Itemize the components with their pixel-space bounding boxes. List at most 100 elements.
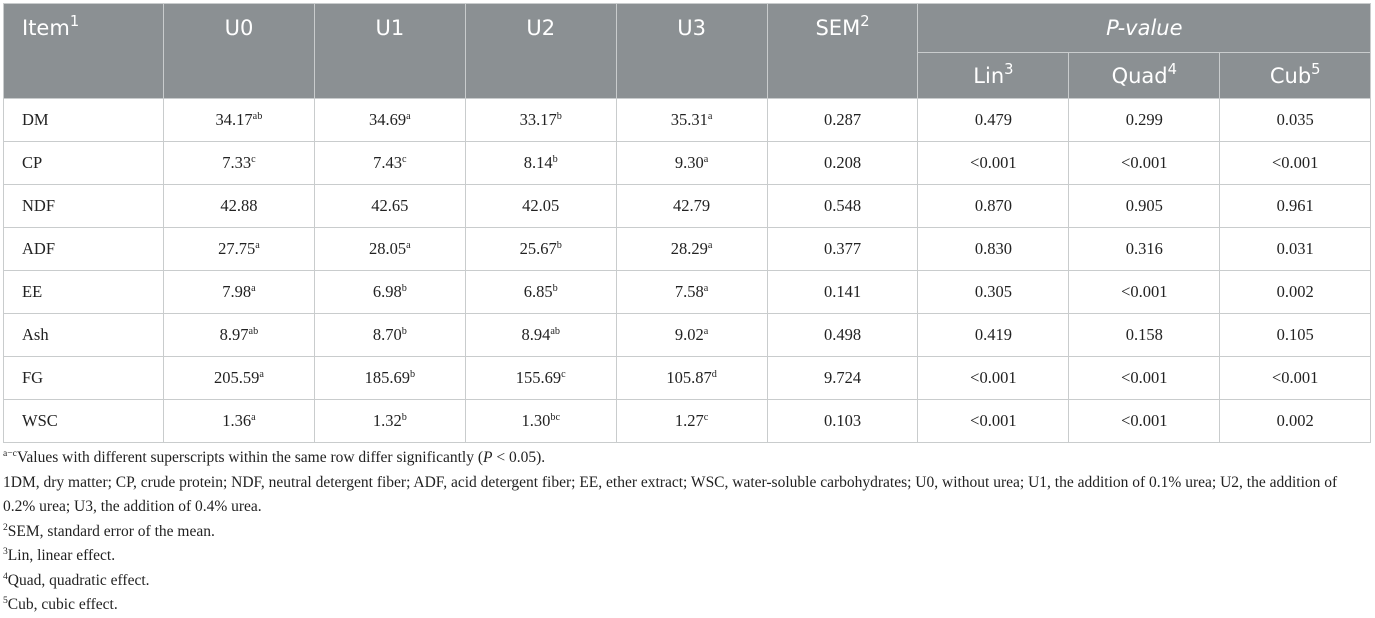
superscript: b: [556, 110, 562, 122]
header-cell: U1: [313, 3, 466, 99]
cell-text: 0.419: [974, 325, 1012, 344]
cell-text: 0.316: [1125, 239, 1163, 258]
superscript: b: [401, 325, 407, 337]
cell-text: 0.377: [823, 239, 862, 258]
table-cell: 0.002: [1219, 270, 1372, 314]
header-cell: SEM2: [766, 3, 919, 99]
footnote-text: Values with different superscripts withi…: [16, 449, 483, 466]
superscript: 4: [3, 570, 8, 582]
header-cell: U2: [464, 3, 617, 99]
footnote: 4Quad, quadratic effect.: [3, 569, 1371, 594]
cell-text: 1.27: [674, 411, 704, 430]
table-cell: 0.961: [1219, 184, 1372, 228]
row-label: FG: [3, 356, 164, 400]
table-cell: 42.65: [313, 184, 466, 228]
cell-text: U2: [526, 16, 556, 40]
cell-text: 0.158: [1125, 325, 1163, 344]
table-cell: 6.85b: [464, 270, 617, 314]
cell-text: SEM: [815, 16, 861, 40]
cell-text: 33.17: [519, 110, 557, 129]
footnote: 2SEM, standard error of the mean.: [3, 520, 1371, 545]
cell-text: 0.299: [1125, 110, 1163, 129]
superscript: b: [401, 282, 407, 294]
table-row: ADF 27.75a 28.05a 25.67b 28.29a 0.377 0.830 0.3…: [3, 227, 1372, 271]
cell-text: 0.002: [1276, 282, 1314, 301]
cell-text: 0.498: [823, 325, 862, 344]
table-cell: 8.14b: [464, 141, 617, 185]
table-cell: 0.141: [766, 270, 919, 314]
cell-text: U3: [677, 16, 706, 40]
cell-text: 0.479: [974, 110, 1012, 129]
header-cell: P-value: [917, 3, 1372, 53]
header-row: Lin3 Quad4 Cub5: [4, 52, 1372, 99]
superscript: 4: [1167, 60, 1177, 78]
cell-text: <0.001: [1121, 153, 1168, 172]
superscript: a: [707, 239, 713, 251]
cell-text: 35.31: [670, 110, 708, 129]
cell-text: Item: [22, 16, 70, 40]
cell-text: <0.001: [1121, 411, 1168, 430]
table-cell: 0.870: [917, 184, 1070, 228]
row-label: DM: [3, 98, 164, 142]
table-cell: <0.001: [1068, 356, 1221, 400]
cell-text: 34.69: [369, 110, 407, 129]
superscript: a: [251, 411, 256, 423]
table-cell: 1.30bc: [464, 399, 617, 443]
superscript: a: [703, 282, 709, 294]
cell-text: 0.870: [974, 196, 1012, 215]
cell-text: 8.94: [521, 325, 551, 344]
superscript: 3: [1004, 60, 1014, 78]
table-cell: 0.105: [1219, 313, 1372, 357]
cell-text: 0.105: [1276, 325, 1314, 344]
table-cell: 35.31a: [615, 98, 768, 142]
cell-text: 34.17: [215, 110, 253, 129]
table-cell: 7.33c: [163, 141, 315, 185]
header-text: P-value: [1106, 16, 1183, 40]
table-cell: 0.830: [917, 227, 1070, 271]
footnote-text: < 0.05).: [492, 449, 546, 466]
cell-text: 105.87: [666, 368, 712, 387]
row-label: ADF: [3, 227, 164, 271]
superscript: 5: [3, 595, 8, 607]
superscript: c: [251, 153, 256, 165]
table-cell: 6.98b: [313, 270, 466, 314]
superscript: a−c: [3, 448, 17, 460]
table-row: DM 34.17ab 34.69a 33.17b 35.31a 0.287 0.479 0.2…: [3, 98, 1372, 142]
row-label: WSC: [3, 399, 164, 443]
table-cell: 185.69b: [313, 356, 466, 400]
table-cell: 0.316: [1068, 227, 1221, 271]
table-cell: 0.377: [766, 227, 919, 271]
table-cell: 1.32b: [313, 399, 466, 443]
cell-text: U0: [224, 16, 254, 40]
table-cell: 0.299: [1068, 98, 1221, 142]
table-row: FG 205.59a 185.69b 155.69c 105.87d 9.724 <0.00…: [3, 356, 1372, 400]
row-label: Ash: [3, 313, 164, 357]
header-cell: U3: [615, 3, 768, 99]
cell-text: 1.36: [222, 411, 252, 430]
table-cell: <0.001: [1219, 356, 1372, 400]
cell-text: 0.103: [823, 411, 862, 430]
superscript: 2: [860, 13, 870, 31]
cell-text: 42.88: [220, 196, 258, 215]
cell-text: 0.830: [974, 239, 1012, 258]
footnote-text: Lin, linear effect.: [7, 547, 116, 564]
cell-text: 7.98: [222, 282, 252, 301]
cell-text: 9.724: [823, 368, 862, 387]
cell-text: 1.30: [521, 411, 551, 430]
header-row: Item1 U0 U1 U2 U3 SEM2 P-value: [3, 3, 1372, 99]
row-label: CP: [3, 141, 164, 185]
cell-text: 0.905: [1125, 196, 1163, 215]
table-cell: 42.79: [615, 184, 768, 228]
table-cell: <0.001: [1068, 399, 1221, 443]
cell-text: <0.001: [970, 153, 1017, 172]
table-cell: 0.305: [917, 270, 1070, 314]
superscript: a: [251, 282, 256, 294]
table-cell: 42.05: [464, 184, 617, 228]
superscript: c: [561, 368, 566, 380]
cell-text: 8.70: [372, 325, 402, 344]
superscript: c: [703, 411, 709, 423]
header-cell: Item1: [3, 3, 164, 99]
table-cell: 28.05a: [313, 227, 466, 271]
table-cell: 0.208: [766, 141, 919, 185]
superscript: d: [711, 368, 717, 380]
